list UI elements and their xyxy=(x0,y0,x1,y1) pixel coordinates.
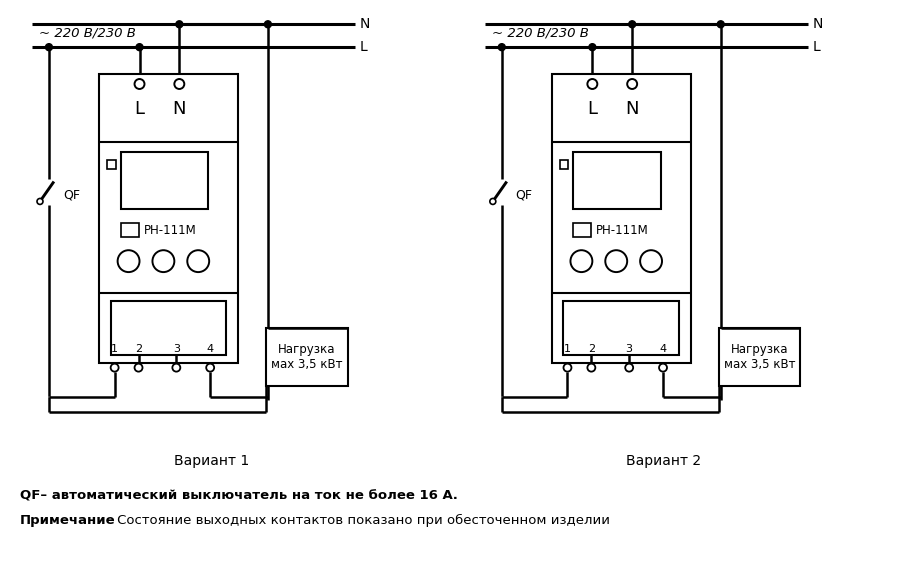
Text: 2: 2 xyxy=(588,344,595,354)
Circle shape xyxy=(640,250,662,272)
Circle shape xyxy=(605,250,627,272)
Bar xyxy=(559,160,569,168)
Text: L: L xyxy=(134,100,144,118)
Bar xyxy=(573,223,591,238)
Circle shape xyxy=(134,79,144,89)
Circle shape xyxy=(136,44,143,51)
Bar xyxy=(99,74,238,363)
Circle shape xyxy=(111,364,119,371)
Text: 1: 1 xyxy=(564,344,571,354)
Bar xyxy=(266,328,347,386)
Circle shape xyxy=(659,364,667,371)
Circle shape xyxy=(264,21,271,27)
Circle shape xyxy=(37,198,43,204)
Text: QF– автоматический выключатель на ток не более 16 А.: QF– автоматический выключатель на ток не… xyxy=(20,489,458,502)
Circle shape xyxy=(627,79,637,89)
Text: N: N xyxy=(359,18,370,31)
Text: 4: 4 xyxy=(207,344,214,354)
Circle shape xyxy=(564,364,571,371)
Text: РН-111М: РН-111М xyxy=(143,224,197,237)
Text: Нагрузка
мах 3,5 кВт: Нагрузка мах 3,5 кВт xyxy=(724,343,795,371)
Circle shape xyxy=(588,79,598,89)
Text: Вариант 1: Вариант 1 xyxy=(174,454,249,468)
Circle shape xyxy=(570,250,592,272)
Text: L: L xyxy=(588,100,598,118)
Circle shape xyxy=(498,44,505,51)
Bar xyxy=(564,301,679,355)
Circle shape xyxy=(625,364,633,371)
Circle shape xyxy=(187,250,209,272)
Text: N: N xyxy=(625,100,639,118)
Text: РН-111М: РН-111М xyxy=(596,224,649,237)
Text: Примечание: Примечание xyxy=(20,514,116,527)
Text: QF: QF xyxy=(63,189,80,202)
Circle shape xyxy=(46,44,52,51)
Text: L: L xyxy=(813,40,820,54)
Circle shape xyxy=(717,21,724,27)
Bar xyxy=(121,223,139,238)
Circle shape xyxy=(588,364,595,371)
Bar xyxy=(573,152,661,209)
Text: – Состояние выходных контактов показано при обесточенном изделии: – Состояние выходных контактов показано … xyxy=(101,514,610,527)
Text: 3: 3 xyxy=(173,344,180,354)
Text: N: N xyxy=(173,100,186,118)
Text: ~ 220 В/230 В: ~ 220 В/230 В xyxy=(492,26,589,39)
Circle shape xyxy=(173,364,180,371)
Text: 4: 4 xyxy=(660,344,666,354)
Circle shape xyxy=(175,21,183,27)
Text: 2: 2 xyxy=(135,344,142,354)
Bar xyxy=(121,152,208,209)
Bar xyxy=(107,160,116,168)
Bar xyxy=(718,328,801,386)
Text: N: N xyxy=(813,18,823,31)
Circle shape xyxy=(134,364,143,371)
Text: ~ 220 В/230 В: ~ 220 В/230 В xyxy=(39,26,136,39)
Text: L: L xyxy=(359,40,367,54)
Circle shape xyxy=(629,21,635,27)
Circle shape xyxy=(490,198,495,204)
Text: Вариант 2: Вариант 2 xyxy=(626,454,702,468)
Text: QF: QF xyxy=(515,189,533,202)
Circle shape xyxy=(153,250,175,272)
Circle shape xyxy=(207,364,214,371)
Circle shape xyxy=(118,250,140,272)
Bar xyxy=(111,301,226,355)
Text: Нагрузка
мах 3,5 кВт: Нагрузка мах 3,5 кВт xyxy=(271,343,343,371)
Bar xyxy=(551,74,691,363)
Circle shape xyxy=(175,79,185,89)
Text: 3: 3 xyxy=(626,344,632,354)
Text: 1: 1 xyxy=(112,344,118,354)
Circle shape xyxy=(589,44,596,51)
